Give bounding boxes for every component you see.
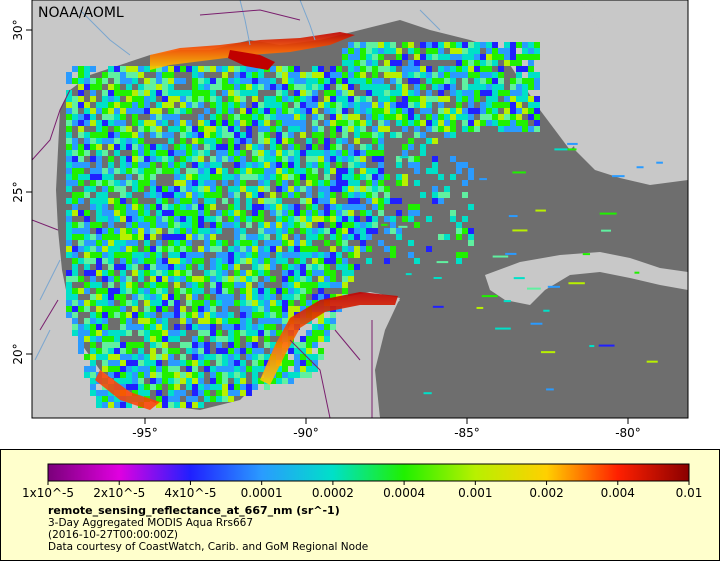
product-name: 3-Day Aggregated MODIS Aqua Rrs667: [48, 517, 254, 529]
political-borders: [32, 9, 373, 418]
timestamp: (2016-10-27T00:00:00Z): [48, 529, 178, 541]
legend-text: remote_sensing_reflectance_at_667_nm (sr…: [48, 504, 369, 554]
lat-axis: 30° 25° 20°: [11, 19, 32, 365]
coastal-shelf-louisiana: [228, 50, 275, 70]
land-florida: [570, 0, 688, 185]
lon-tick-label: -80°: [615, 426, 641, 440]
courtesy-note: Data courtesy of CoastWatch, Carib. and …: [48, 541, 369, 553]
gulf-of-mexico-map: NOAA/AOML -95° -90° -85° -80° 30° 25° 20°: [11, 0, 689, 440]
colorbar-ramp: [47, 463, 690, 482]
lon-axis: -95° -90° -85° -80°: [132, 418, 641, 440]
colorbar-label: 1x10^-5: [21, 486, 75, 500]
land-cuba: [485, 252, 688, 305]
coastal-shelf-north: [150, 32, 355, 70]
reflectance-data-field: [66, 42, 663, 408]
colorbar-label: 0.01: [675, 486, 703, 500]
coastal-shelf-campeche: [260, 292, 398, 385]
colorbar-label: 2x10^-5: [93, 486, 146, 500]
lon-tick-label: -90°: [293, 426, 319, 440]
lon-tick-label: -95°: [132, 426, 158, 440]
colorbar-label: 0.0004: [383, 486, 426, 500]
coastal-shelf-mexico-west: [95, 370, 160, 410]
map-frame: [31, 0, 689, 419]
map-credit: NOAA/AOML: [38, 5, 124, 21]
colorbar-label: 4x10^-5: [164, 486, 217, 500]
lat-tick-label: 25°: [11, 181, 25, 202]
lat-tick-label: 20°: [11, 343, 25, 364]
variable-name: remote_sensing_reflectance_at_667_nm (sr…: [48, 504, 340, 517]
colorbar-label: 0.0001: [240, 486, 283, 500]
colorbar-label: 0.004: [600, 486, 635, 500]
lat-tick-label: 30°: [11, 19, 25, 40]
colorbar: [47, 463, 690, 485]
land-yucatan: [250, 292, 400, 418]
colorbar-label: 0.002: [529, 486, 564, 500]
colorbar-label: 0.0002: [311, 486, 354, 500]
colorbar-label: 0.001: [458, 486, 493, 500]
rivers: [34, 0, 441, 361]
legend-panel: 1x10^-5 2x10^-5 4x10^-5 0.0001 0.0002 0.0004 0…: [0, 449, 720, 561]
lon-tick-label: -85°: [454, 426, 480, 440]
